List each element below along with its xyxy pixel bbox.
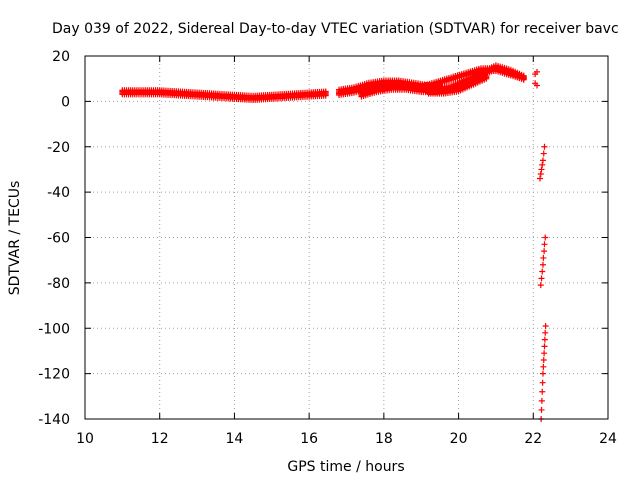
- x-tick-label: 16: [300, 431, 318, 447]
- data-point: [539, 370, 546, 377]
- x-tick-label: 20: [450, 431, 468, 447]
- plot-frame: [84, 55, 609, 420]
- y-tick-label: 0: [61, 94, 70, 110]
- data-point: [542, 329, 549, 336]
- y-tick-label: -80: [47, 276, 70, 292]
- data-point: [539, 157, 546, 164]
- y-tick-label: -40: [47, 185, 70, 201]
- data-point: [541, 143, 548, 150]
- chart-points: [119, 62, 549, 422]
- y-axis-label: SDTVAR / TECUs: [7, 181, 23, 296]
- x-tick-label: 18: [375, 431, 393, 447]
- data-point: [539, 161, 546, 168]
- y-tick-label: 20: [52, 49, 70, 65]
- y-tick-label: -120: [38, 367, 70, 383]
- data-point: [541, 248, 548, 255]
- x-tick-label: 10: [76, 431, 94, 447]
- data-point: [483, 73, 490, 80]
- data-point: [541, 336, 548, 343]
- data-point: [540, 357, 547, 364]
- data-point: [540, 254, 547, 261]
- y-tick-label: -140: [38, 412, 70, 428]
- y-tick-label: -60: [47, 231, 70, 247]
- y-tick-label: -100: [38, 321, 70, 337]
- x-tick-label: 14: [226, 431, 244, 447]
- data-point: [537, 282, 544, 289]
- data-point: [322, 88, 329, 95]
- chart-title: Day 039 of 2022, Sidereal Day-to-day VTE…: [52, 21, 619, 37]
- data-point: [541, 343, 548, 350]
- data-point: [539, 268, 546, 275]
- data-point: [541, 241, 548, 248]
- data-point: [537, 170, 544, 177]
- data-point: [541, 350, 548, 357]
- data-point: [538, 397, 545, 404]
- data-point: [538, 406, 545, 413]
- data-point: [542, 234, 549, 241]
- chart-grid: [85, 56, 608, 419]
- data-point: [538, 275, 545, 282]
- data-point: [539, 379, 546, 386]
- data-point: [539, 261, 546, 268]
- data-point: [520, 73, 527, 80]
- data-point: [540, 363, 547, 370]
- data-point: [542, 322, 549, 329]
- chart-tick-labels: 10 12 14 16 18 20 22 24 20 0 -20 -40 -60 -80 -100 -120 -…: [38, 49, 617, 447]
- data-point: [534, 82, 541, 89]
- data-point: [539, 388, 546, 395]
- x-tick-label: 12: [151, 431, 169, 447]
- data-point: [537, 175, 544, 182]
- x-axis-label: GPS time / hours: [287, 459, 404, 475]
- data-point: [534, 68, 541, 75]
- x-tick-label: 22: [524, 431, 542, 447]
- data-point: [540, 150, 547, 157]
- data-point: [538, 166, 545, 173]
- x-tick-label: 24: [599, 431, 617, 447]
- y-tick-label: -20: [47, 140, 70, 156]
